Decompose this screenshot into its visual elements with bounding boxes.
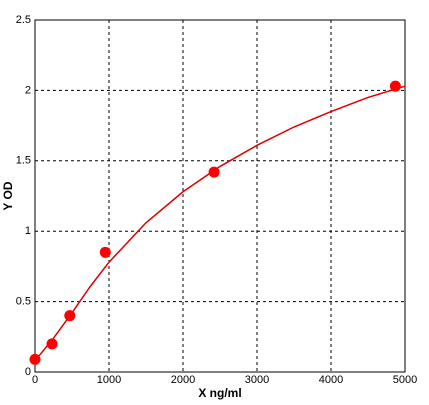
x-tick-label: 0 [32, 374, 38, 386]
data-point [389, 80, 401, 92]
x-tick-label: 3000 [245, 374, 269, 386]
x-axis-title: X ng/ml [198, 386, 241, 400]
x-tick-label: 2000 [171, 374, 195, 386]
y-tick-label: 1 [25, 225, 31, 237]
x-tick-label: 1000 [97, 374, 121, 386]
y-tick-label: 2.5 [16, 14, 31, 26]
data-point [46, 338, 58, 350]
data-point [208, 166, 220, 178]
plot-area [35, 20, 405, 372]
y-tick-label: 0.5 [16, 296, 31, 308]
y-tick-label: 1.5 [16, 155, 31, 167]
y-tick-label: 2 [25, 84, 31, 96]
data-point [29, 353, 41, 365]
data-point [64, 310, 76, 322]
data-point [99, 246, 111, 258]
x-tick-label: 4000 [319, 374, 343, 386]
x-tick-label: 5000 [393, 374, 417, 386]
plot-border [34, 19, 406, 373]
y-axis-title: Y OD [1, 181, 15, 210]
y-tick-label: 0 [25, 366, 31, 378]
